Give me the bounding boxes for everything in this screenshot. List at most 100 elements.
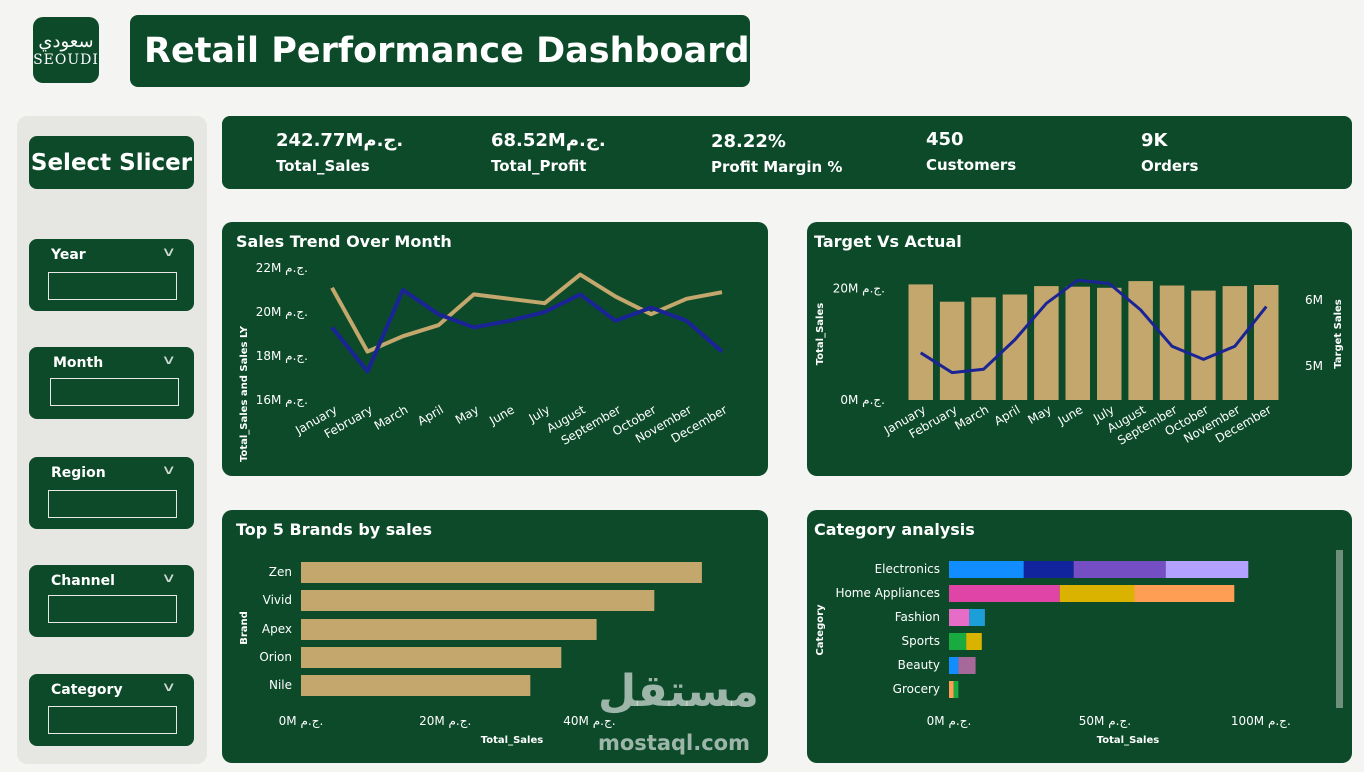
chevron-down-icon[interactable]: ∨ bbox=[161, 463, 177, 478]
channel-slicer[interactable]: Channel ∨ bbox=[29, 565, 194, 637]
brands-chart: Brand Total_Sales ZenVividApexOrionNile … bbox=[239, 562, 702, 746]
x-tick-label: June bbox=[486, 402, 517, 428]
x-tick-label: 40M ج.م. bbox=[563, 714, 615, 728]
x-tick-label: 50M ج.م. bbox=[1079, 714, 1131, 728]
kpi-value: 28.22% bbox=[711, 131, 786, 152]
actual-bar bbox=[1254, 285, 1279, 400]
x-axis-title: Total_Sales bbox=[1097, 735, 1159, 746]
category-segment bbox=[949, 633, 967, 650]
category-segment bbox=[958, 657, 976, 674]
category-segment bbox=[966, 633, 982, 650]
brand-bar bbox=[301, 562, 702, 583]
y-tick-label-right: 5M bbox=[1305, 359, 1323, 373]
year-slicer[interactable]: Year ∨ bbox=[29, 239, 194, 311]
category-segment bbox=[1134, 585, 1235, 602]
y-axis-title-left: Total_Sales bbox=[815, 303, 826, 365]
kpi-customers: 450 Customers bbox=[926, 129, 1016, 175]
x-tick-label: 0M ج.م. bbox=[279, 714, 324, 728]
y-tick-label-right: 6M bbox=[1305, 293, 1323, 307]
chevron-down-icon[interactable]: ∨ bbox=[161, 571, 177, 586]
x-tick-label: 20M ج.م. bbox=[419, 714, 471, 728]
category-chart: Category Total_Sales Electronics Home App… bbox=[815, 550, 1343, 746]
scrollbar[interactable] bbox=[1336, 550, 1343, 708]
kpi-profit-margin: 28.22% Profit Margin % bbox=[711, 131, 842, 177]
x-tick-label: June bbox=[1055, 402, 1086, 428]
x-tick-label: April bbox=[992, 402, 1023, 428]
actual-bar bbox=[1222, 286, 1248, 400]
category-segment bbox=[969, 609, 985, 626]
category-segment bbox=[1165, 561, 1249, 578]
category-segment bbox=[1059, 585, 1135, 602]
kpi-bar: 242.77Mج.م. Total_Sales 68.52Mج.م. Total… bbox=[222, 116, 1352, 189]
category-title: Category analysis bbox=[814, 520, 975, 539]
month-slicer-label: Month bbox=[53, 355, 104, 371]
series-line-2 bbox=[330, 288, 724, 374]
channel-slicer-input[interactable] bbox=[48, 595, 177, 623]
brand-label: Orion bbox=[259, 650, 292, 664]
category-slicer[interactable]: Category ∨ bbox=[29, 674, 194, 746]
brand-bar bbox=[301, 619, 597, 640]
category-label: Fashion bbox=[895, 610, 940, 624]
chevron-down-icon[interactable]: ∨ bbox=[161, 245, 177, 260]
region-slicer[interactable]: Region ∨ bbox=[29, 457, 194, 529]
month-slicer[interactable]: Month ∨ bbox=[29, 347, 194, 419]
category-segment bbox=[953, 681, 959, 698]
y-tick-label: 22M ج.م. bbox=[256, 261, 308, 275]
kpi-value: 9K bbox=[1141, 130, 1168, 151]
brand-bar bbox=[301, 647, 562, 668]
target-actual-panel: Target Vs Actual Total_Sales Target Sale… bbox=[807, 222, 1352, 476]
category-label: Electronics bbox=[875, 562, 940, 576]
logo-latin: SEOUDI bbox=[33, 52, 99, 68]
kpi-total-sales: 242.77Mج.م. Total_Sales bbox=[276, 130, 403, 176]
category-segment bbox=[1023, 561, 1074, 578]
region-slicer-input[interactable] bbox=[48, 490, 177, 518]
brand-label: Zen bbox=[269, 565, 292, 579]
category-segment bbox=[949, 585, 1060, 602]
year-slicer-input[interactable] bbox=[48, 272, 177, 300]
seoudi-logo: سعودي SEOUDI bbox=[33, 17, 99, 83]
y-tick-label: 18M ج.م. bbox=[256, 349, 308, 363]
x-tick-label: May bbox=[1025, 402, 1053, 427]
month-slicer-input[interactable] bbox=[50, 378, 179, 406]
category-slicer-input[interactable] bbox=[48, 706, 177, 734]
sales-trend-panel: Sales Trend Over Month Total_Sales and S… bbox=[222, 222, 768, 476]
brand-label: Apex bbox=[262, 622, 292, 636]
kpi-value: 68.52Mج.م. bbox=[491, 130, 606, 151]
actual-bar bbox=[1159, 285, 1185, 400]
sales-trend-title: Sales Trend Over Month bbox=[236, 232, 452, 251]
actual-bar bbox=[971, 297, 996, 400]
x-tick-label: 0M ج.م. bbox=[927, 714, 972, 728]
chevron-down-icon[interactable]: ∨ bbox=[161, 680, 177, 695]
y-tick-label: 20M ج.م. bbox=[256, 305, 308, 319]
kpi-total-profit: 68.52Mج.م. Total_Profit bbox=[491, 130, 606, 176]
brands-title: Top 5 Brands by sales bbox=[236, 520, 432, 539]
target-line bbox=[919, 278, 1268, 375]
y-axis-title: Brand bbox=[239, 611, 250, 645]
y-axis-title: Total_Sales and Sales LY bbox=[239, 325, 250, 462]
chevron-down-icon[interactable]: ∨ bbox=[161, 353, 177, 368]
category-segment bbox=[949, 609, 970, 626]
category-label: Sports bbox=[902, 634, 940, 648]
actual-bar bbox=[1191, 290, 1216, 400]
y-axis-title-right: Target Sales bbox=[1333, 299, 1344, 369]
category-segment bbox=[1073, 561, 1166, 578]
kpi-label: Profit Margin % bbox=[711, 158, 843, 176]
x-tick-label: March bbox=[372, 402, 411, 432]
watermark-arabic: مستقل bbox=[598, 666, 759, 717]
y-tick-label: 16M ج.م. bbox=[256, 393, 308, 407]
actual-bar bbox=[908, 284, 933, 400]
actual-bar bbox=[1065, 286, 1090, 400]
x-tick-label: March bbox=[952, 402, 991, 432]
category-label: Grocery bbox=[893, 682, 940, 696]
kpi-label: Total_Profit bbox=[491, 157, 587, 175]
actual-bar bbox=[1128, 281, 1153, 400]
kpi-label: Orders bbox=[1141, 157, 1199, 175]
channel-slicer-label: Channel bbox=[51, 573, 115, 589]
brands-panel: Top 5 Brands by sales Brand Total_Sales … bbox=[222, 510, 768, 763]
brand-label: Nile bbox=[269, 678, 292, 692]
kpi-value: 242.77Mج.م. bbox=[276, 130, 404, 151]
brand-label: Vivid bbox=[263, 593, 292, 607]
category-label: Home Appliances bbox=[835, 586, 940, 600]
sales-trend-chart: Total_Sales and Sales LY 22M ج.م. 20M ج.م… bbox=[239, 261, 730, 462]
category-segment bbox=[949, 561, 1024, 578]
